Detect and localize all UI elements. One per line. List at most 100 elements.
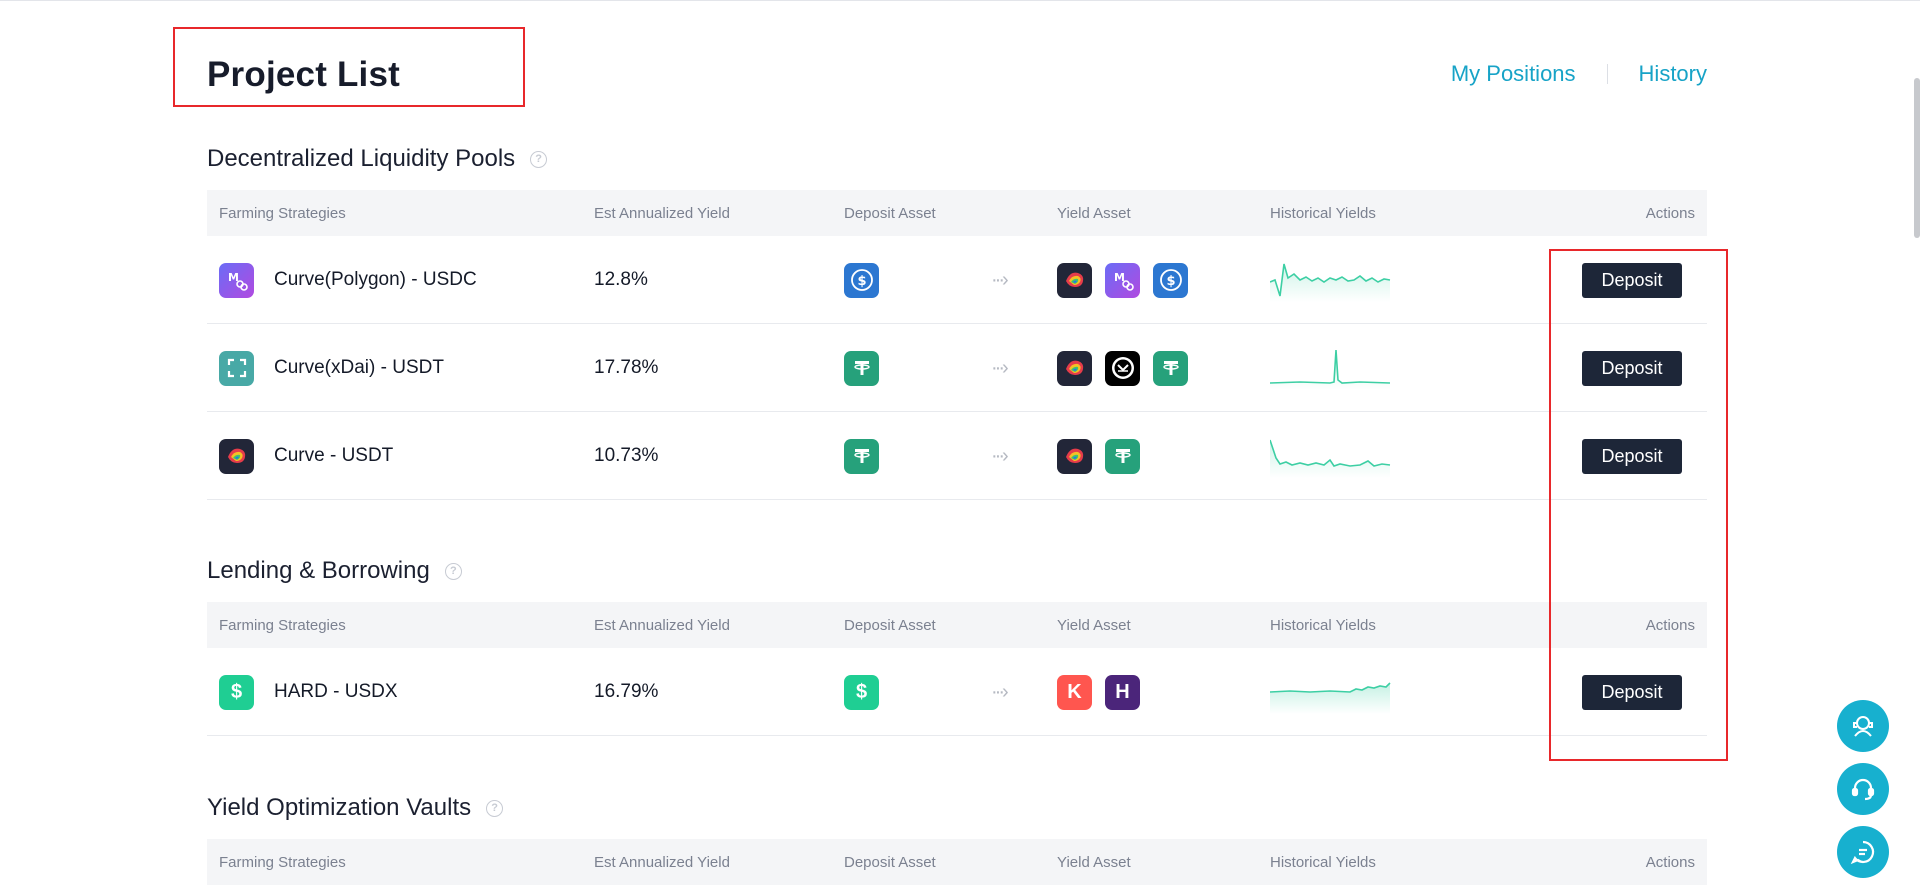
yield-value: 10.73% (594, 445, 659, 466)
svg-text:$: $ (857, 274, 866, 289)
table-header: Farming Strategies Est Annualized Yield … (207, 190, 1707, 236)
section-title: Decentralized Liquidity Pools ? (207, 145, 548, 173)
chat-icon (1850, 840, 1875, 865)
curve-icon (1057, 262, 1092, 298)
top-divider (0, 0, 1920, 1)
sparkline-chart (1270, 263, 1391, 302)
strategy-cell: M Curve(Polygon) - USDC (219, 236, 477, 324)
usdt-icon (844, 438, 879, 474)
section-title-text: Yield Optimization Vaults (207, 794, 472, 821)
column-header: Historical Yields (1270, 854, 1376, 871)
arrow-right-icon: ···› (991, 356, 1009, 379)
hard-icon: H (1105, 674, 1140, 710)
table-row: $ HARD - USDX 16.79% $ ···› K H (207, 648, 1707, 736)
page-header: Project List My Positions History (207, 55, 1707, 95)
strategy-cell: $ HARD - USDX (219, 648, 398, 736)
svg-text:$: $ (1166, 274, 1175, 289)
headset-button[interactable] (1837, 763, 1889, 815)
column-header: Yield Asset (1057, 854, 1131, 871)
headset-icon (1851, 778, 1875, 801)
column-header: Actions (1645, 617, 1695, 634)
support-agent-button[interactable] (1837, 700, 1889, 752)
arrow-right-icon: ···› (991, 444, 1009, 467)
historical-yield-cell (1270, 648, 1392, 736)
yield-asset-cell: K H (1057, 648, 1140, 736)
historical-yield-cell (1270, 236, 1392, 324)
strategy-table: Farming Strategies Est Annualized Yield … (207, 602, 1707, 736)
column-header: Historical Yields (1270, 205, 1376, 222)
section-title-text: Lending & Borrowing (207, 557, 430, 584)
help-icon[interactable]: ? (486, 799, 504, 817)
history-link[interactable]: History (1638, 61, 1707, 86)
yield-cell: 16.79% (594, 648, 658, 736)
table-row: Curve - USDT 10.73% ···› (207, 412, 1707, 500)
usdc-icon: $ (1153, 262, 1188, 298)
usdt-icon (1153, 350, 1188, 386)
yield-asset-cell (1057, 324, 1188, 412)
yield-asset-cell (1057, 412, 1140, 500)
sparkline-chart (1270, 682, 1391, 714)
section-title: Yield Optimization Vaults ? (207, 794, 504, 822)
support-agent-icon (1853, 716, 1873, 737)
curve-icon (219, 438, 254, 474)
strategy-name: Curve - USDT (274, 445, 394, 466)
polygon-icon: M (1105, 262, 1140, 298)
usdt-icon (1105, 438, 1140, 474)
svg-text:M: M (1114, 271, 1125, 284)
yield-value: 12.8% (594, 269, 648, 290)
strategy-name: HARD - USDX (274, 681, 398, 702)
strategy-name: Curve(Polygon) - USDC (274, 269, 477, 290)
yield-cell: 12.8% (594, 236, 648, 324)
usdt-icon (844, 350, 879, 386)
column-header: Yield Asset (1057, 205, 1131, 222)
arrow-right-icon: ···› (991, 680, 1009, 703)
historical-yield-cell (1270, 412, 1392, 500)
table-row: M Curve(Polygon) - USDC 12.8% $ ···› (207, 236, 1707, 324)
column-header: Farming Strategies (219, 854, 346, 871)
curve-icon (1057, 350, 1092, 386)
deposit-asset-cell: $ ···› (844, 648, 1009, 736)
strategy-name: Curve(xDai) - USDT (274, 357, 444, 378)
deposit-button[interactable]: Deposit (1582, 262, 1682, 298)
kava-icon: K (1057, 674, 1092, 710)
strategy-table: Farming Strategies Est Annualized Yield … (207, 190, 1707, 500)
table-row: Curve(xDai) - USDT 17.78% ···› (207, 324, 1707, 412)
column-header: Historical Yields (1270, 617, 1376, 634)
column-header: Farming Strategies (219, 205, 346, 222)
column-header: Actions (1645, 854, 1695, 871)
deposit-asset-cell: ···› (844, 412, 1009, 500)
column-header: Est Annualized Yield (594, 854, 730, 871)
my-positions-link[interactable]: My Positions (1450, 61, 1576, 86)
deposit-button[interactable]: Deposit (1582, 438, 1682, 474)
gnosis-icon (1105, 350, 1140, 386)
column-header: Deposit Asset (844, 854, 936, 871)
header-nav: My Positions History (1451, 61, 1707, 87)
historical-yield-cell (1270, 324, 1392, 412)
help-icon[interactable]: ? (444, 562, 462, 580)
usdc-icon: $ (844, 262, 879, 298)
actions-cell: Deposit (1582, 324, 1695, 412)
column-header: Est Annualized Yield (594, 205, 730, 222)
deposit-button[interactable]: Deposit (1582, 674, 1682, 710)
section-title: Lending & Borrowing ? (207, 557, 462, 585)
column-header: Est Annualized Yield (594, 617, 730, 634)
usdx-icon: $ (219, 674, 254, 710)
help-icon[interactable]: ? (530, 150, 548, 168)
scrollbar[interactable] (1914, 78, 1920, 238)
deposit-asset-cell: ···› (844, 324, 1009, 412)
section-title-text: Decentralized Liquidity Pools (207, 145, 516, 172)
header-divider (1606, 64, 1608, 84)
deposit-asset-cell: $ ···› (844, 236, 1009, 324)
yield-cell: 10.73% (594, 412, 658, 500)
strategy-table: Farming Strategies Est Annualized Yield … (207, 839, 1707, 885)
deposit-button[interactable]: Deposit (1582, 350, 1682, 386)
sparkline-chart (1270, 439, 1391, 478)
column-header: Actions (1645, 205, 1695, 222)
column-header: Yield Asset (1057, 617, 1131, 634)
chat-button[interactable] (1837, 826, 1889, 878)
usdx-icon: $ (844, 674, 879, 710)
arrow-right-icon: ···› (991, 268, 1009, 291)
yield-value: 16.79% (594, 681, 659, 702)
yield-cell: 17.78% (594, 324, 658, 412)
page-title: Project List (207, 55, 401, 94)
